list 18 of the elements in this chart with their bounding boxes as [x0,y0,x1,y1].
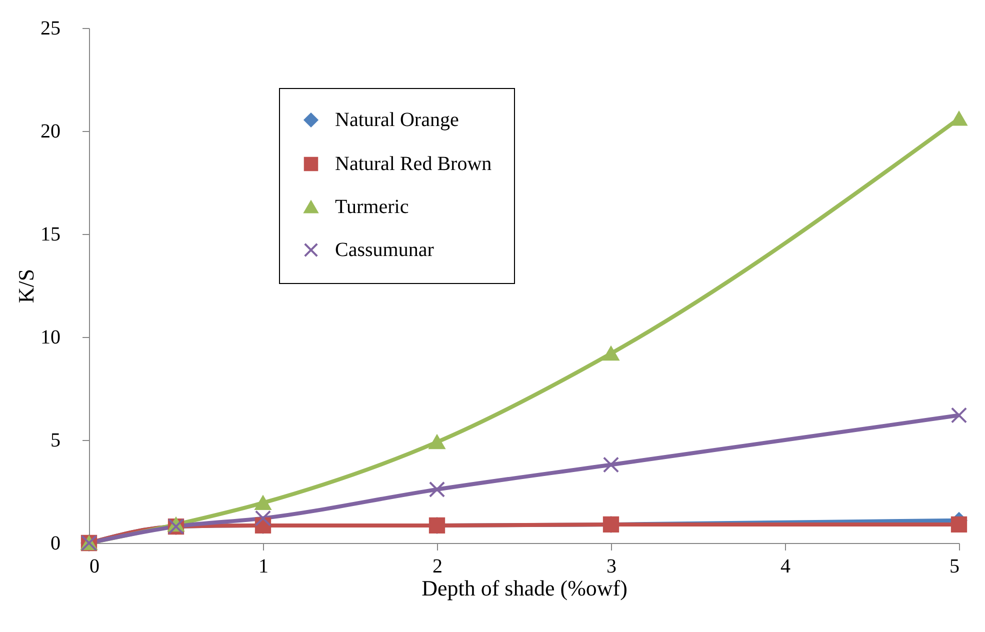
legend-label: Turmeric [335,196,409,218]
x-tick-label: 5 [950,556,960,578]
legend-label: Cassumunar [335,239,434,261]
y-tick-label: 25 [40,18,60,40]
x-tick-label: 3 [606,556,616,578]
legend-label: Natural Orange [335,109,459,131]
x-tick-label: 2 [432,556,442,578]
y-tick-label: 20 [40,120,60,142]
y-tick-label: 10 [40,326,60,348]
x-axis-title: Depth of shade (%owf) [422,576,628,600]
y-tick-label: 15 [40,224,60,246]
x-tick-label: 1 [258,556,268,578]
y-axis-title: K/S [14,268,38,304]
y-tick-label: 0 [50,532,60,554]
y-tick-label: 5 [50,430,60,452]
x-tick-label: 4 [780,556,790,578]
x-tick-label: 0 [90,556,100,578]
legend-label: Natural Red Brown [335,153,492,175]
